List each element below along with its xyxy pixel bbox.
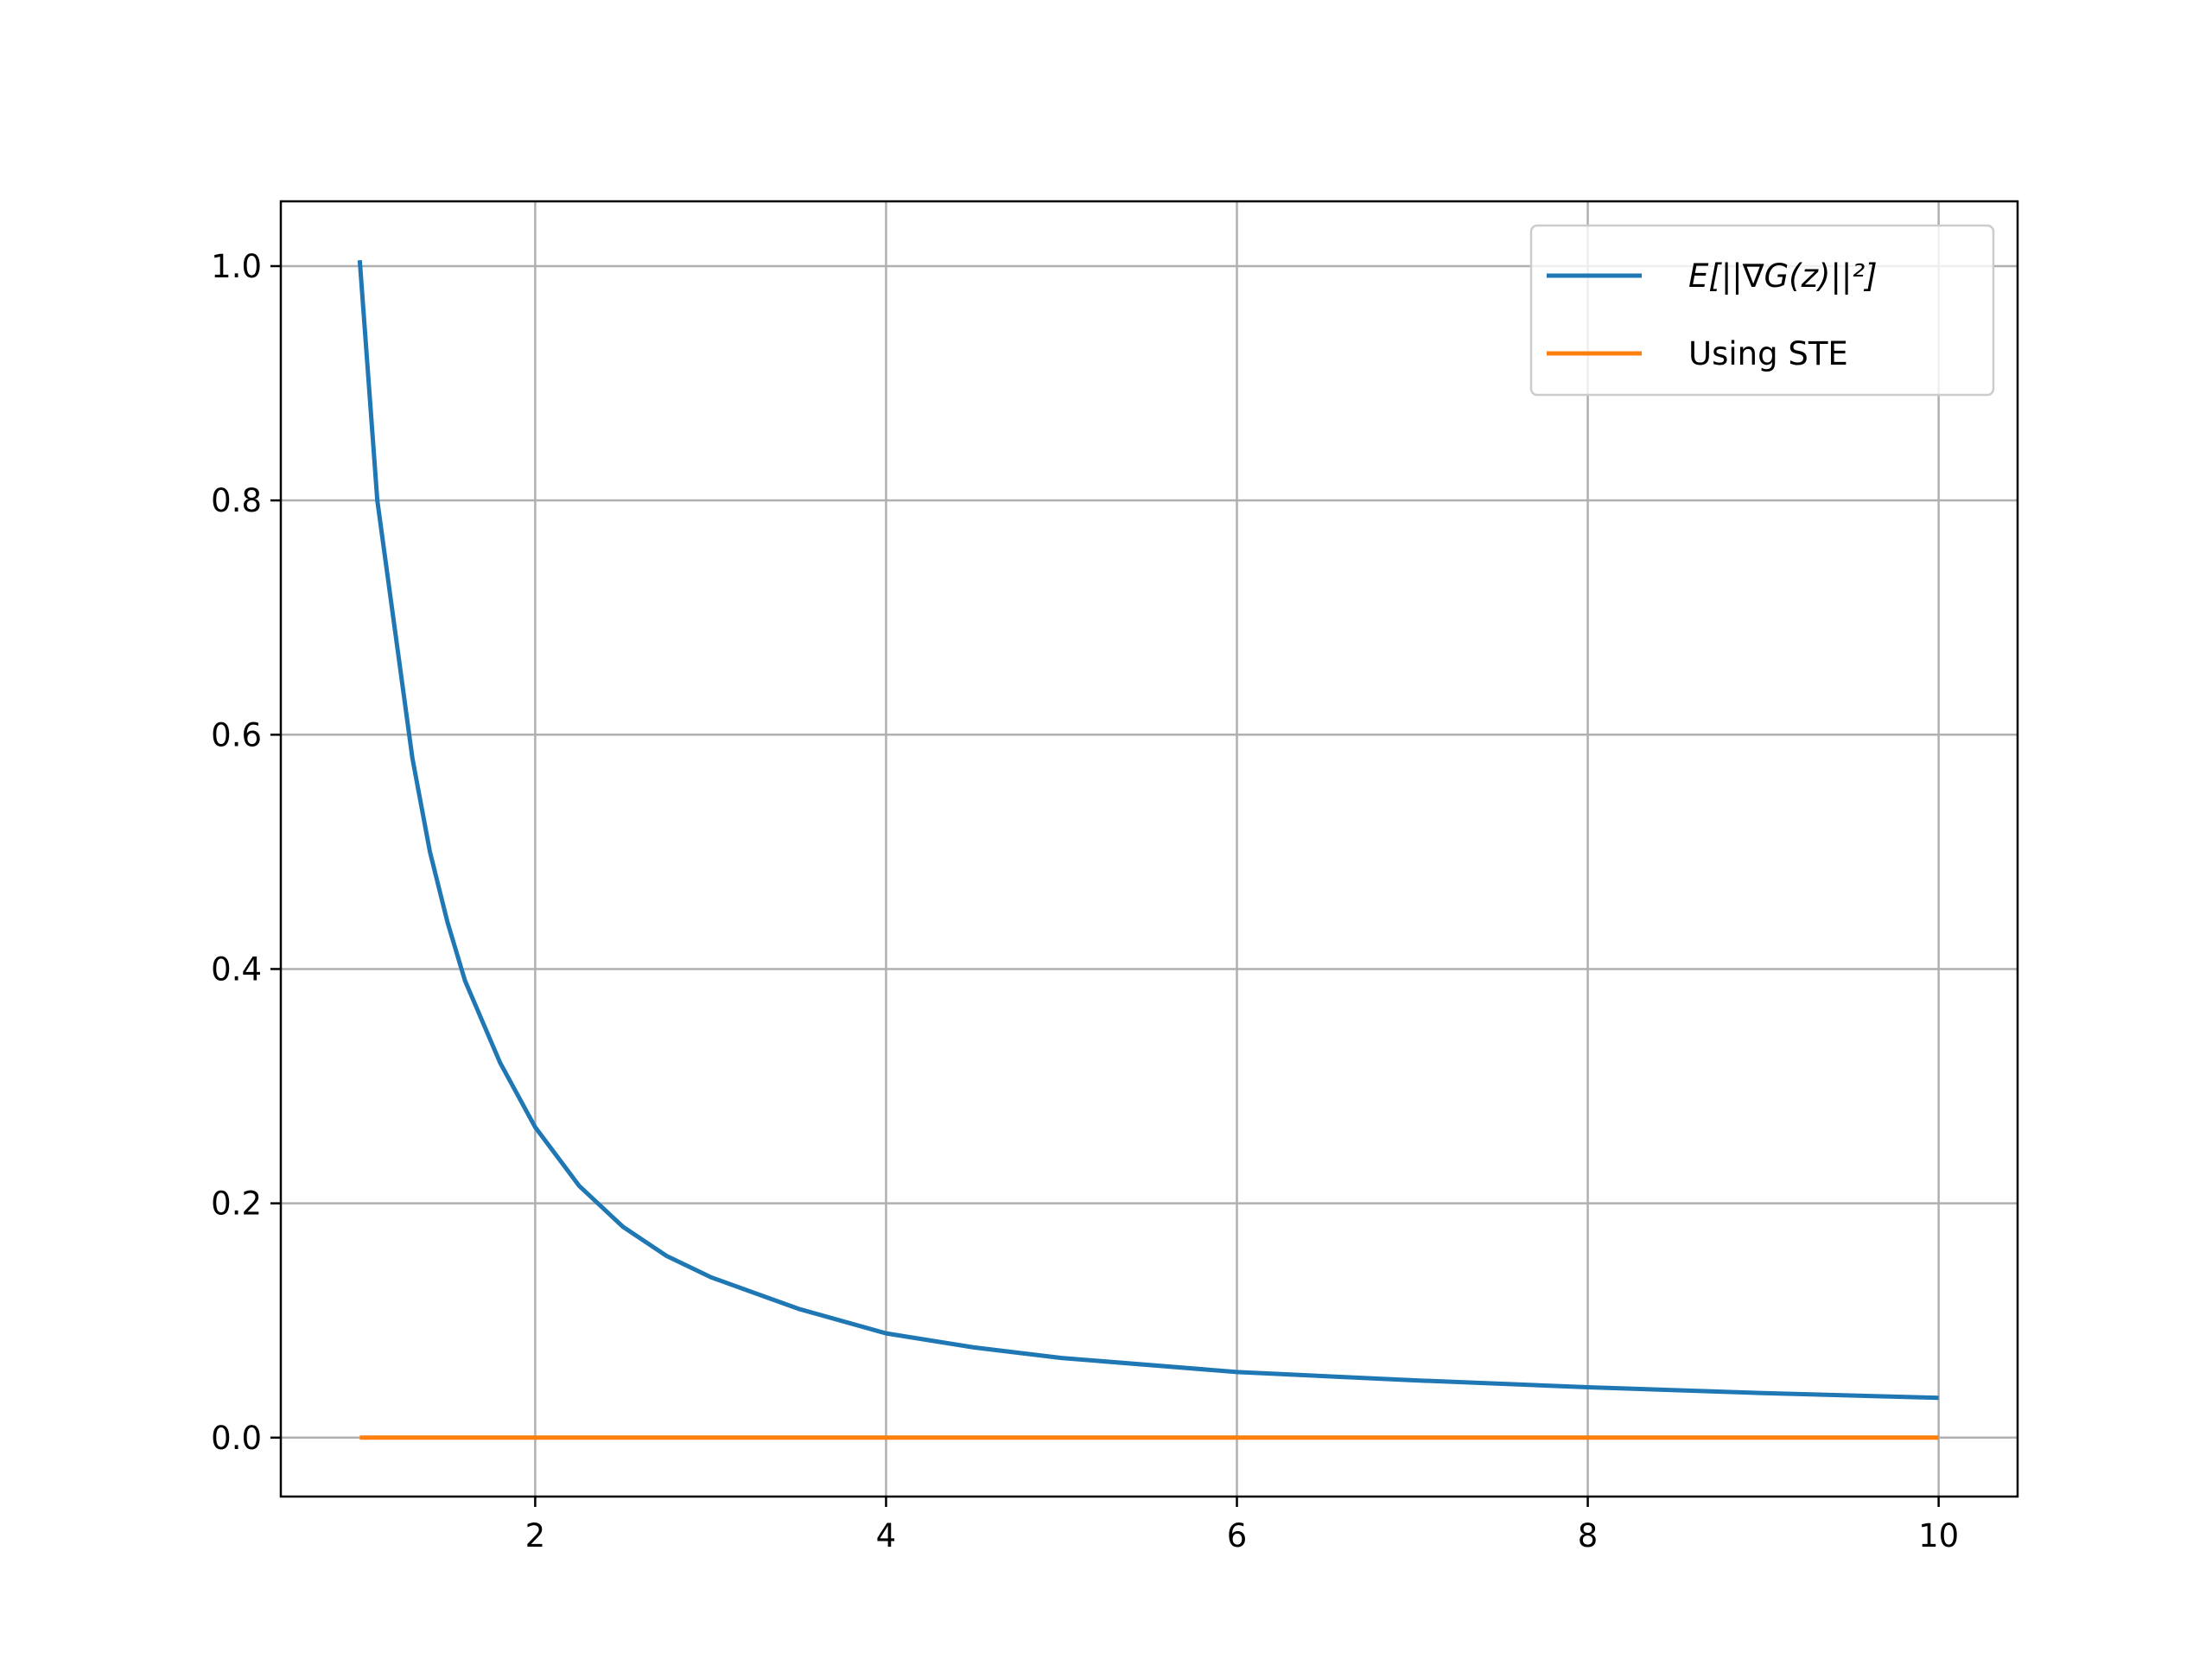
- y-tick-label: 0.2: [211, 1185, 262, 1223]
- legend-label: E[||∇G(z)||²]: [1688, 257, 1878, 295]
- x-tick-label: 2: [525, 1517, 546, 1554]
- y-tick-label: 0.8: [211, 482, 262, 519]
- x-tick-label: 4: [876, 1517, 897, 1554]
- y-tick-label: 0.4: [211, 950, 262, 988]
- x-tick-label: 8: [1578, 1517, 1599, 1554]
- x-tick-label: 6: [1227, 1517, 1248, 1554]
- y-tick-label: 0.0: [211, 1420, 262, 1457]
- legend-box: [1529, 224, 1995, 397]
- data-line: [357, 260, 1939, 1401]
- y-tick-label: 1.0: [211, 248, 262, 285]
- y-tick-label: 0.6: [211, 716, 262, 753]
- plot-frame: [279, 200, 2019, 1498]
- legend-label: Using STE: [1688, 335, 1848, 372]
- x-tick-label: 10: [1918, 1517, 1959, 1554]
